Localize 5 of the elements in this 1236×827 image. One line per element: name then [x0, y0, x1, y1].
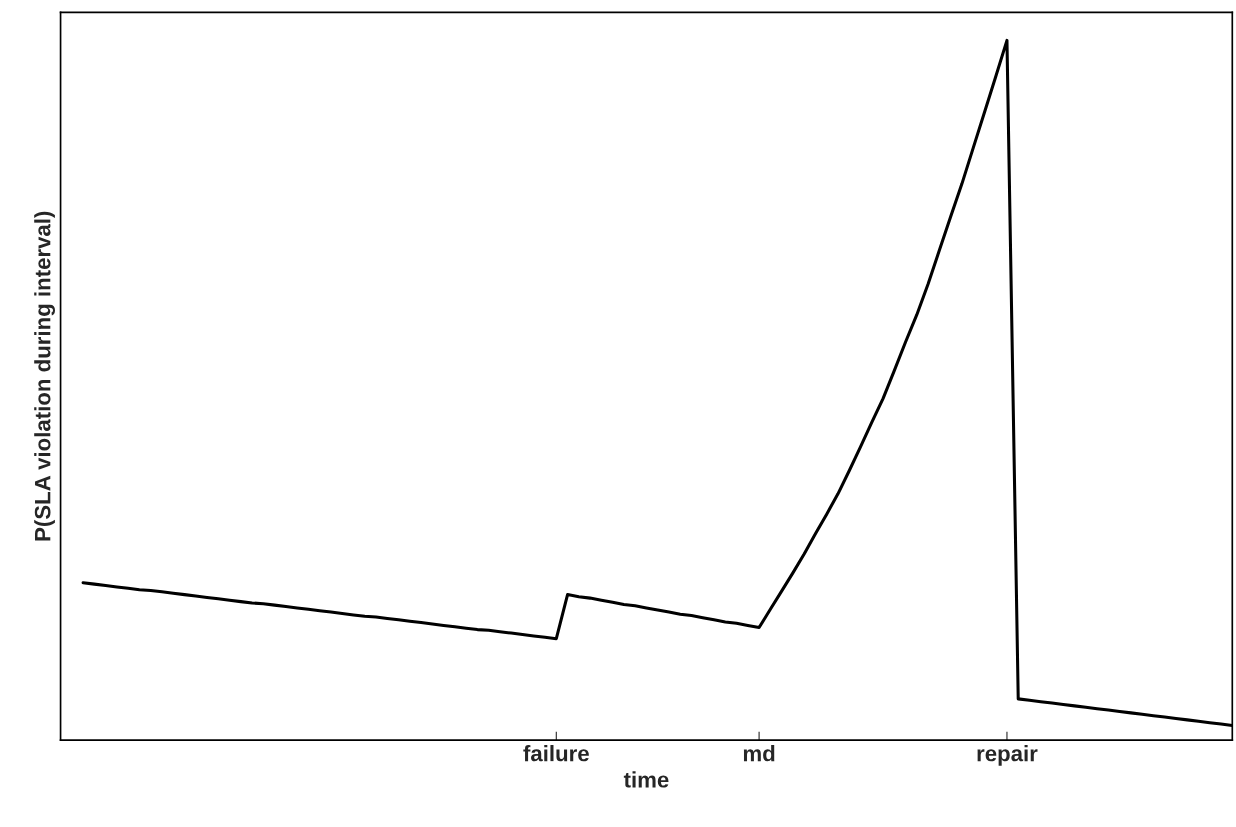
x-tick-label: md	[743, 745, 775, 762]
x-axis-title: time	[623, 771, 669, 788]
x-tick-label: failure	[523, 745, 589, 762]
y-axis-title: P(SLA violation during interval)	[34, 211, 56, 541]
x-tick-label: repair	[977, 745, 1038, 766]
